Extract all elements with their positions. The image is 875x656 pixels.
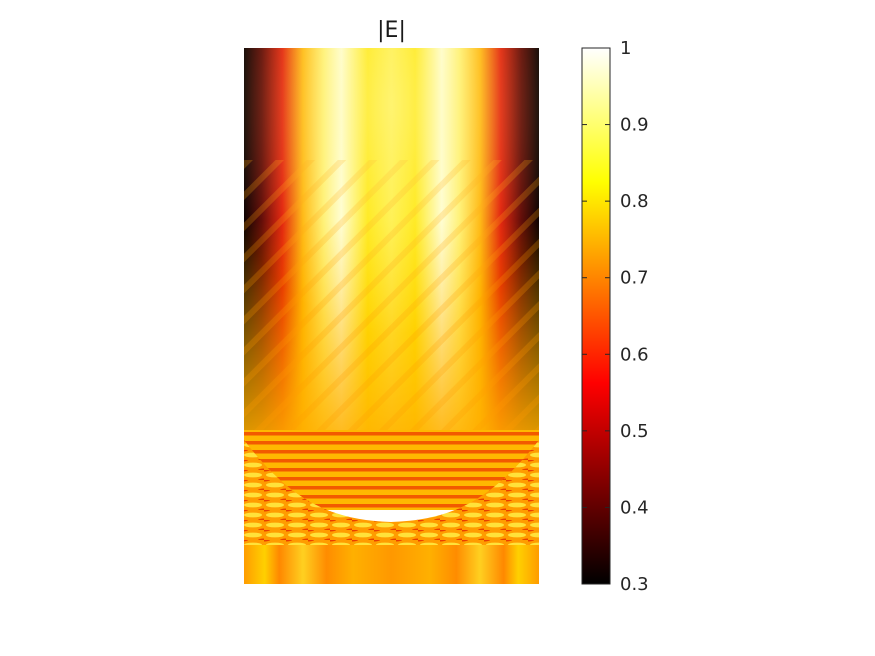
colorbar: 0.3 0.4 0.5 0.6 0.7 0.8 0.9 1 xyxy=(581,38,649,595)
heatmap-wave-band xyxy=(244,440,539,545)
colorbar-ticks: 0.3 0.4 0.5 0.6 0.7 0.8 0.9 1 xyxy=(582,38,649,595)
colorbar-tick-label: 0.5 xyxy=(620,421,649,442)
heatmap-center-glow xyxy=(244,48,539,430)
colorbar-gradient xyxy=(581,47,611,585)
colorbar-tick-label: 0.3 xyxy=(620,574,649,595)
colorbar-tick-label: 0.7 xyxy=(620,268,649,289)
heatmap-bottom-strip xyxy=(244,545,539,584)
chart-title: |E| xyxy=(377,18,406,43)
colorbar-tick-label: 0.6 xyxy=(620,344,649,365)
colorbar-tick-label: 1 xyxy=(620,38,631,59)
colorbar-tick-label: 0.8 xyxy=(620,191,649,212)
heatmap-image xyxy=(244,48,539,584)
colorbar-tick-label: 0.4 xyxy=(620,497,649,518)
colorbar-tick-label: 0.9 xyxy=(620,115,649,136)
